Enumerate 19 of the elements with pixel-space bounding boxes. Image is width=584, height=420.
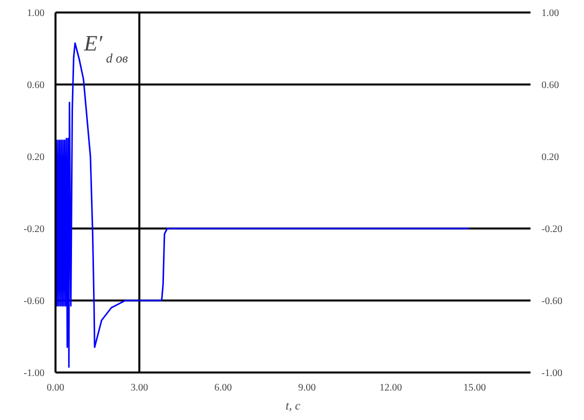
x-tick-label: 0.00 [46,382,64,394]
x-tick-label: 6.00 [214,382,232,394]
y2-tick-label: -0.20 [542,224,562,235]
y-tick-label: -0.20 [24,224,45,235]
x-tick-label: 9.00 [298,382,316,394]
y-tick-label: -0.60 [24,296,45,307]
y-tick-label: 0.60 [27,80,44,91]
y-tick-label: 0.20 [27,152,44,163]
y2-tick-label: -0.60 [542,296,562,307]
y2-tick-label: 1.00 [542,8,559,19]
x-tick-label: 15.00 [463,382,486,394]
x-axis-title: t, с [286,398,302,412]
y2-tick-label: 0.20 [542,152,559,163]
x-tick-label: 12.00 [380,382,402,394]
y-tick-label: 1.00 [27,8,44,19]
y-tick-label: -1.00 [24,368,45,379]
y2-tick-label: 0.60 [542,80,559,91]
x-tick-label: 3.00 [130,382,148,394]
y2-tick-label: -1.00 [542,368,562,379]
